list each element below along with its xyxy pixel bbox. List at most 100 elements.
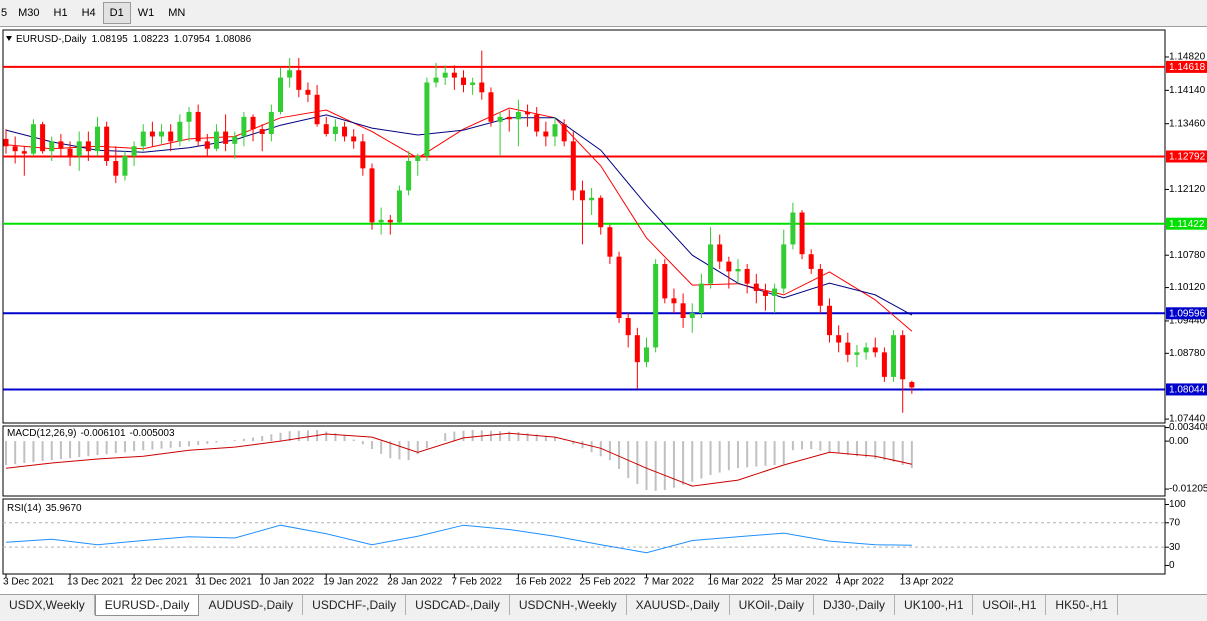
candle-body — [753, 283, 759, 292]
macd-bar — [782, 441, 785, 465]
macd-bar — [206, 441, 209, 444]
level-label-bg — [1166, 150, 1207, 163]
candle-body — [579, 190, 585, 201]
macd-bar — [123, 441, 126, 453]
macd-bar — [471, 429, 474, 442]
macd-bar — [169, 441, 172, 448]
y-tick-label: 1.10120 — [1169, 282, 1206, 293]
x-tick-label: 16 Mar 2022 — [708, 577, 765, 588]
macd-bar — [819, 441, 822, 451]
macd-bar — [59, 441, 62, 460]
chart-tab[interactable]: USOil-,H1 — [973, 595, 1047, 615]
chart-tab[interactable]: USDCAD-,Daily — [406, 595, 510, 615]
macd-bar — [526, 433, 529, 442]
timeframe-button[interactable]: W1 — [137, 7, 155, 19]
candle-body — [415, 156, 421, 161]
candle-body — [223, 131, 229, 144]
candle-body — [49, 141, 55, 152]
candle-body — [735, 268, 741, 272]
candle-body — [863, 347, 869, 353]
macd-bar — [78, 441, 81, 458]
candle-body — [479, 82, 485, 93]
chart-tab[interactable]: USDX,Weekly — [0, 595, 95, 615]
candle-body — [488, 92, 494, 122]
candle-body — [433, 77, 439, 83]
rsi-line — [5, 524, 912, 554]
macd-bar — [663, 441, 666, 491]
chart-header: EURUSD-,Daily 1.08195 1.08223 1.07954 1.0808… — [16, 34, 252, 45]
chart-background — [0, 27, 1207, 594]
chart-tab[interactable]: USDCHF-,Daily — [303, 595, 407, 615]
chart-tab[interactable]: DJ30-,Daily — [814, 595, 896, 615]
chart-tab[interactable]: EURUSD-,Daily — [94, 595, 200, 616]
chart-tab[interactable]: UK100-,H1 — [895, 595, 974, 615]
x-tick-label: 7 Mar 2022 — [644, 577, 695, 588]
timeframe-button[interactable]: 5 — [1, 7, 8, 19]
candle-body — [259, 129, 265, 135]
timeframe-button[interactable]: M30 — [18, 7, 40, 19]
macd-bar — [544, 435, 547, 442]
y-tick-label: 1.09440 — [1169, 316, 1206, 327]
candle-body — [3, 138, 9, 147]
candle-body — [323, 124, 329, 135]
timeframe-button[interactable]: H1 — [53, 7, 68, 19]
timeframe-button[interactable]: MN — [168, 7, 186, 19]
chart-window: 1.14820 1.14140 1.13460 1.12120 1.10780 1.101… — [0, 27, 1207, 594]
candle-body — [772, 288, 778, 296]
quote-value: 1.08086 — [215, 34, 252, 45]
y-tick-label: 1.12120 — [1169, 184, 1206, 195]
macd-bar — [508, 431, 511, 442]
candle-body — [76, 141, 82, 157]
candle-body — [616, 256, 622, 319]
chart-tab[interactable]: XAUUSD-,Daily — [627, 595, 730, 615]
candle-body — [644, 347, 649, 363]
candle-body — [817, 268, 823, 306]
macd-bar — [389, 441, 392, 459]
candle-body — [406, 161, 412, 191]
macd-bar — [837, 441, 840, 454]
macd-bar — [279, 432, 282, 442]
chart-tab[interactable]: UKOil-,Daily — [730, 595, 815, 615]
candle-body — [525, 111, 531, 115]
macd-bar — [718, 441, 721, 473]
candle-body — [131, 146, 137, 157]
panel-frame — [2, 498, 1166, 575]
macd-bar — [682, 441, 685, 485]
candle-body — [506, 116, 512, 120]
signal-line — [5, 432, 913, 487]
level-label: 1.11422 — [1169, 219, 1205, 230]
macd-bar — [41, 441, 44, 461]
candle-body — [241, 116, 247, 137]
candle-body — [726, 261, 732, 272]
y-tick-label: 1.08780 — [1169, 348, 1206, 359]
macd-bar — [828, 441, 831, 453]
macd-bar — [242, 438, 245, 442]
x-tick-label: 28 Jan 2022 — [387, 577, 442, 588]
macd-bar — [572, 441, 575, 445]
candle-body — [872, 347, 878, 353]
macd-bar — [197, 441, 200, 446]
candle-body — [387, 219, 393, 223]
macd-bar — [755, 441, 758, 467]
candle-body — [698, 283, 704, 314]
candle-body — [305, 89, 311, 95]
chart-tab[interactable]: HK50-,H1 — [1046, 595, 1119, 615]
panel-frame — [2, 29, 1166, 424]
indicator-header: RSI(14) 35.9670 — [7, 503, 82, 514]
macd-bar — [142, 441, 145, 451]
chart-tab[interactable]: USDCNH-,Weekly — [510, 595, 627, 615]
macd-bar — [215, 441, 218, 443]
candle-body — [168, 131, 174, 142]
timeframe-button[interactable]: D1 — [102, 2, 131, 24]
macd-bar — [261, 435, 264, 442]
level-label-bg — [1166, 383, 1207, 396]
timeframe-button[interactable]: H4 — [81, 7, 96, 19]
candle-body — [195, 111, 201, 142]
x-tick-label: 4 Apr 2022 — [836, 577, 885, 588]
chart-tab[interactable]: AUDUSD-,Daily — [199, 595, 304, 615]
macd-bar — [462, 430, 465, 442]
candle-body — [213, 131, 219, 149]
macd-bar — [380, 441, 383, 454]
macd-bar — [855, 441, 858, 457]
candle-body — [278, 77, 283, 112]
